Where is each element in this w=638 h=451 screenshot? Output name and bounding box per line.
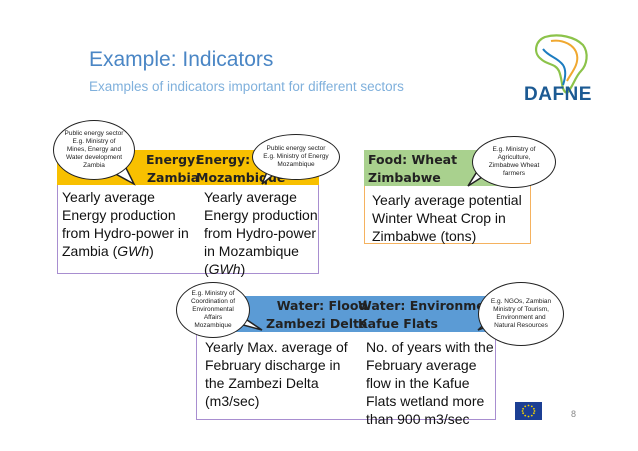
page-number: 8 <box>571 409 577 419</box>
dafne-africa-logo-icon <box>535 34 588 95</box>
page-subtitle: Examples of indicators important for dif… <box>89 79 404 94</box>
water-env-indicator: No. of years with the February average f… <box>366 339 494 427</box>
energy-zambia-indicator: Yearly average Energy production from Hy… <box>62 189 189 259</box>
bubble-mozambique-coordination: E.g. Ministry of Coordination of Environ… <box>176 282 250 338</box>
food-indicator: Yearly average potential Winter Wheat Cr… <box>372 192 522 244</box>
food-header-text: Food: Wheat Zimbabwe <box>368 152 458 185</box>
page-title: Example: Indicators <box>89 48 274 71</box>
energy-mozambique-indicator: Yearly average Energy production from Hy… <box>204 189 318 277</box>
water-env-header: Water: Environment Kafue Flats <box>358 298 500 331</box>
dafne-logo-text: DAFNE <box>524 84 592 105</box>
bubble-mozambique-public-energy: Public energy sector E.g. Ministry of En… <box>252 134 340 180</box>
bubble-zambia-public-energy: Public energy sector E.g. Ministry of Mi… <box>53 120 135 180</box>
water-flood-header: Water: Flood Zambezi Delta <box>266 298 368 331</box>
bubble-zambia-ngos: E.g. NGOs, Zambian Ministry of Tourism, … <box>478 282 564 346</box>
eu-flag-icon <box>515 402 542 420</box>
energy-zambia-header: Energy: Zambia <box>146 152 201 185</box>
bubble-zimbabwe: E.g. Ministry of Agriculture, Zimbabwe W… <box>472 136 556 188</box>
water-flood-indicator: Yearly Max. average of February discharg… <box>205 339 348 409</box>
